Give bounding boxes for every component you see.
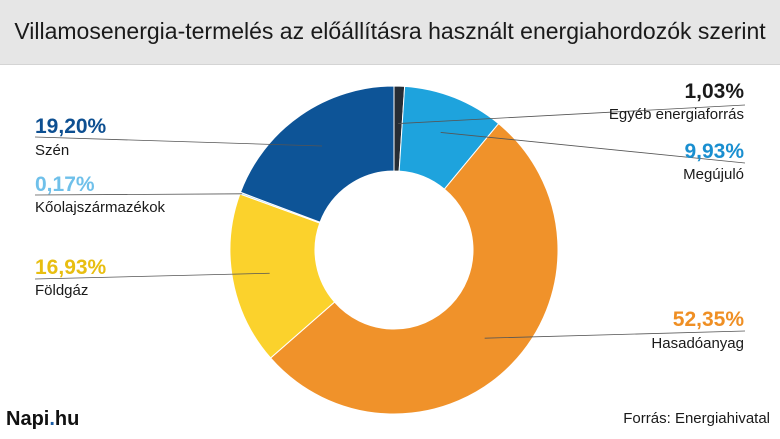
value-label-szen: 19,20%: [35, 115, 107, 138]
brand-main: Napi: [6, 408, 50, 430]
title-bar: Villamosenergia-termelés az előállításra…: [0, 0, 780, 65]
category-label-foldgaz: Földgáz: [35, 282, 89, 299]
category-label-szen: Szén: [35, 142, 70, 159]
brand-logo[interactable]: Napi.hu: [6, 408, 79, 431]
leader-line-szen: [34, 136, 323, 147]
leader-line-egyeb: [398, 104, 746, 124]
value-label-megujulo: 9,93%: [684, 140, 744, 163]
chart-title: Villamosenergia-termelés az előállításra…: [14, 18, 766, 44]
value-label-koolaj: 0,17%: [35, 173, 95, 196]
source-note: Forrás: Energiahivatal: [623, 410, 770, 427]
brand-separator: .: [49, 408, 55, 430]
brand-tld: hu: [54, 408, 80, 430]
slice-foldgaz: [229, 193, 336, 359]
category-label-koolaj: Kőolajszármazékok: [35, 199, 166, 216]
category-label-egyeb: Egyéb energiaforrás: [608, 106, 744, 123]
donut-slices: [229, 85, 559, 415]
leader-line-megujulo: [440, 132, 746, 164]
leader-line-koolaj: [34, 193, 243, 196]
category-label-megujulo: Megújuló: [683, 166, 744, 183]
value-label-hasadoanyag: 52,35%: [672, 308, 744, 331]
leader-line-foldgaz: [34, 272, 270, 280]
leader-lines: [34, 104, 746, 339]
leader-line-hasadoanyag: [484, 330, 746, 339]
value-label-egyeb: 1,03%: [684, 80, 744, 103]
category-label-hasadoanyag: Hasadóanyag: [651, 335, 744, 352]
value-label-foldgaz: 16,93%: [35, 256, 107, 279]
slice-hasadoanyag: [269, 122, 559, 415]
